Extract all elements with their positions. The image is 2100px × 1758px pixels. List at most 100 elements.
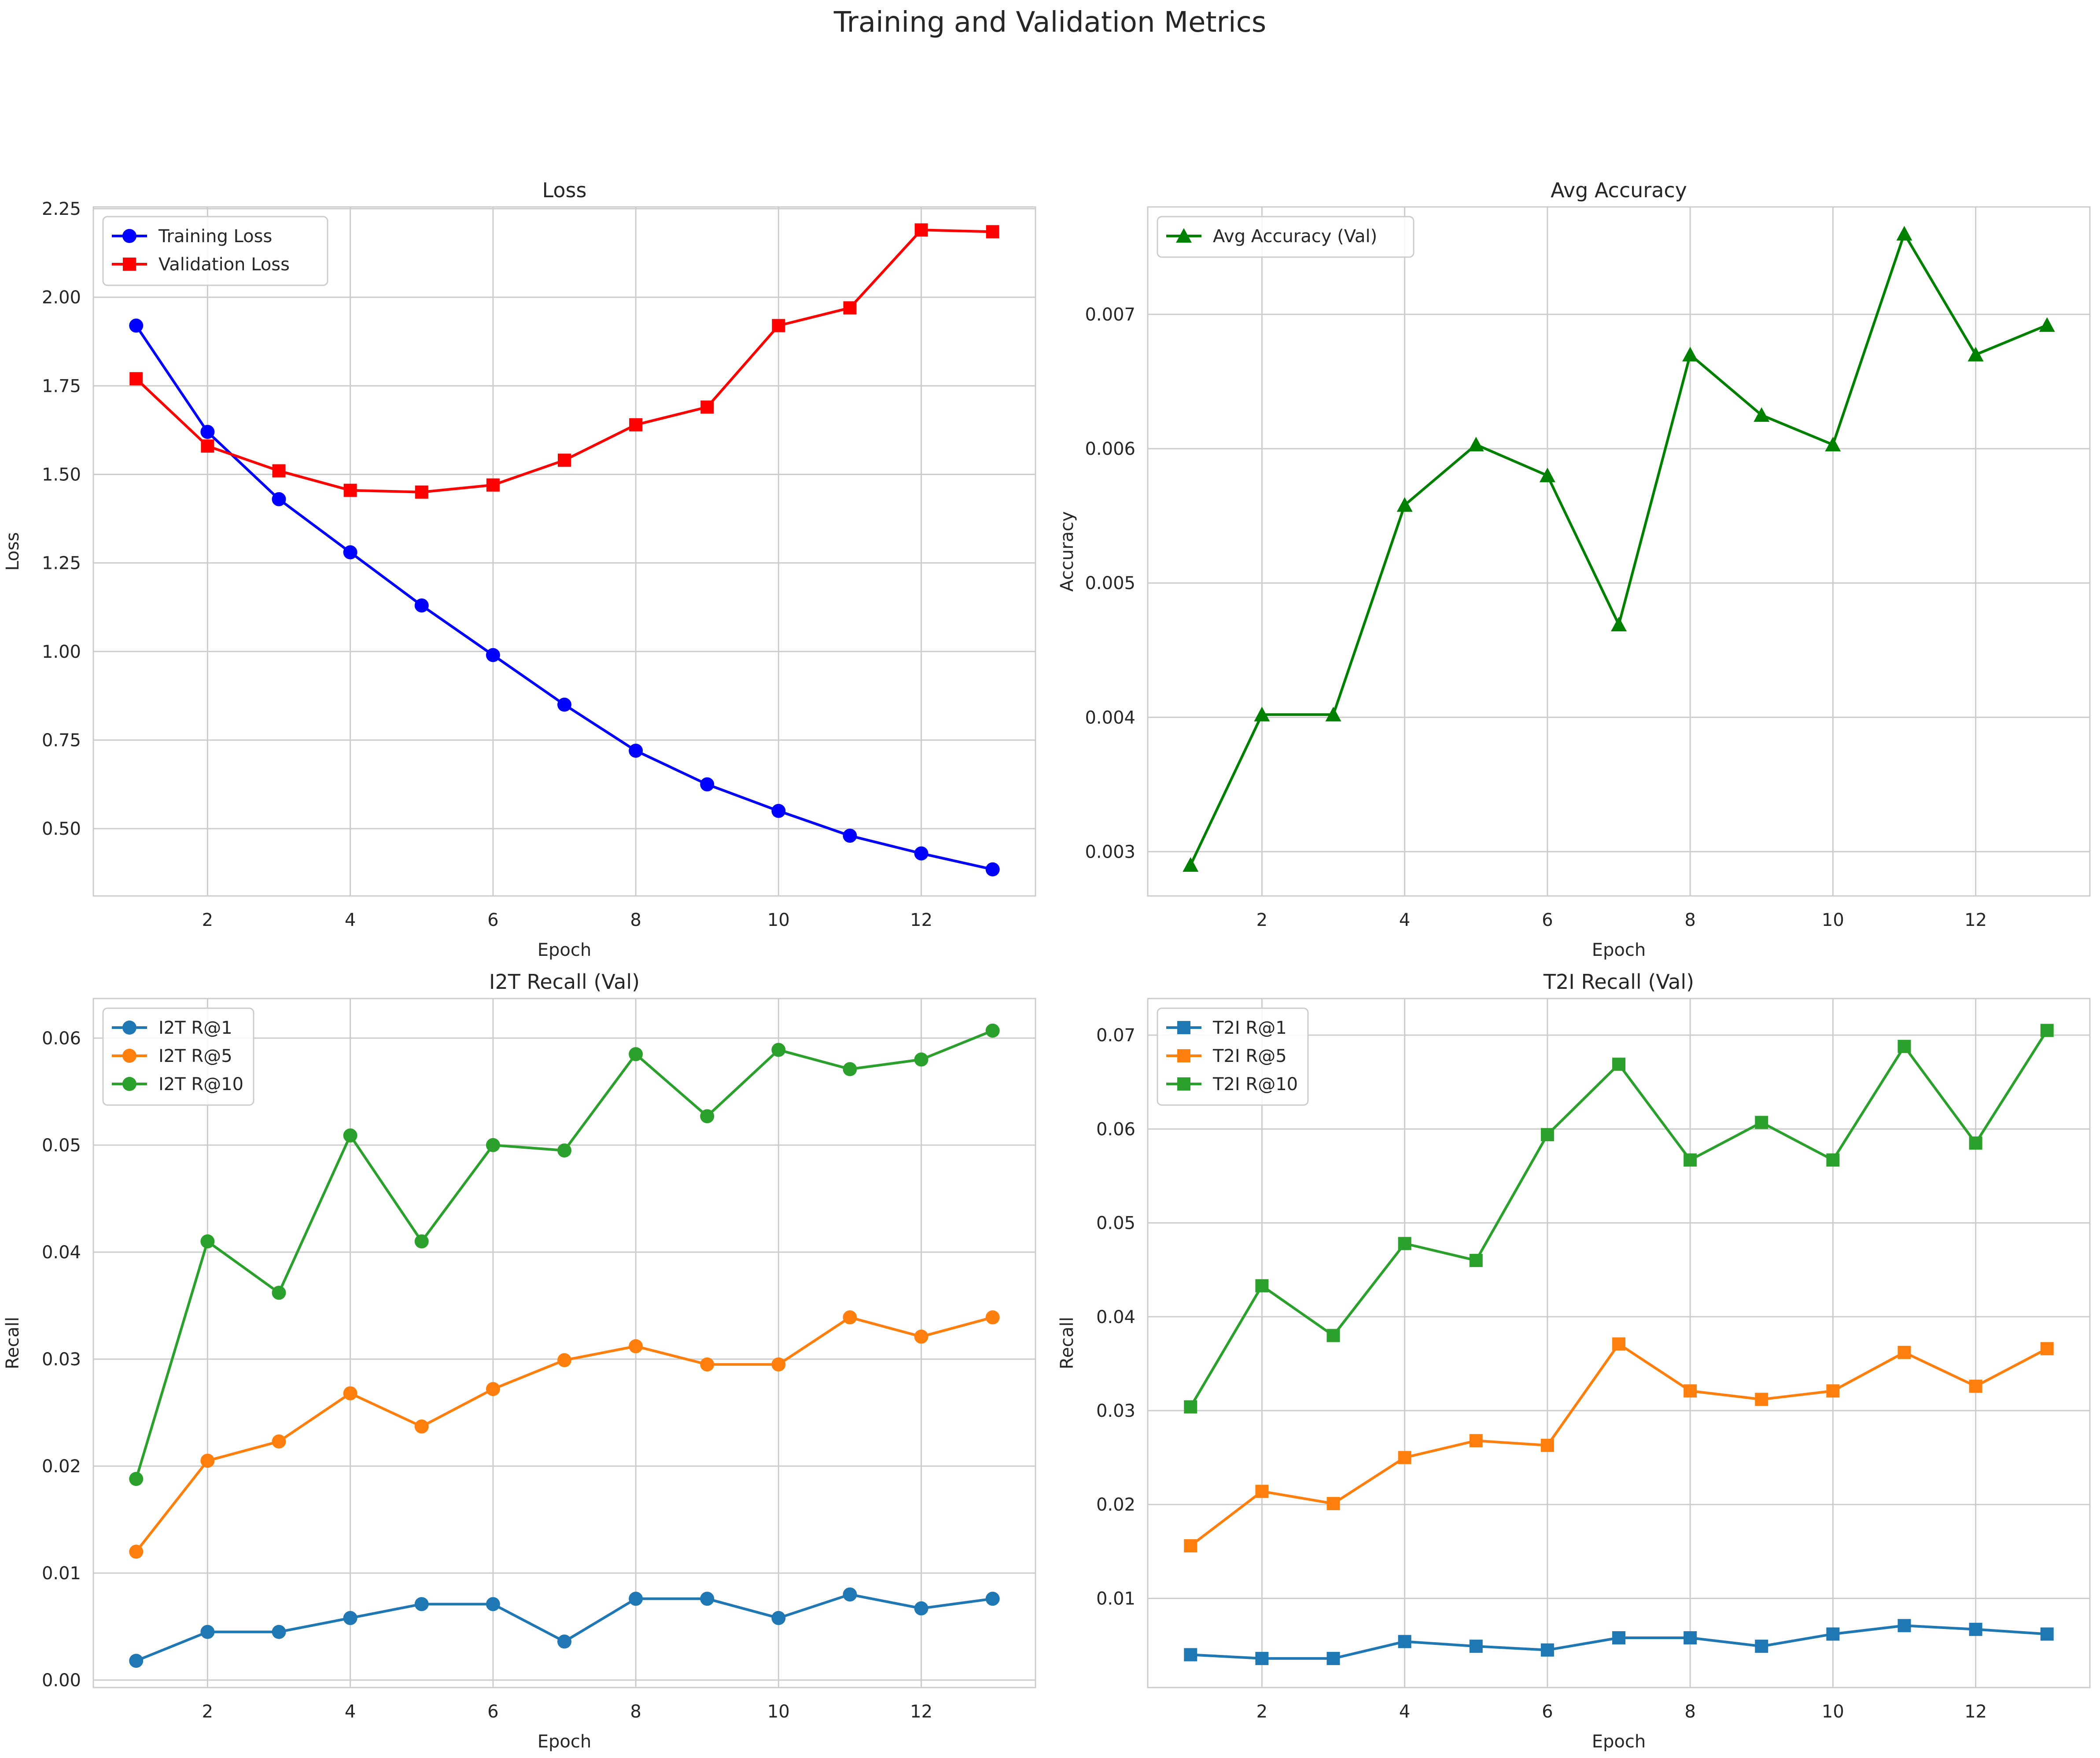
- legend-box: [102, 216, 328, 286]
- data-point: [985, 862, 1000, 877]
- data-point: [1612, 1058, 1625, 1071]
- data-point: [200, 1453, 215, 1468]
- data-point: [700, 400, 714, 414]
- data-point: [843, 829, 857, 843]
- plot-frame: [1147, 206, 2091, 897]
- data-point: [629, 1592, 643, 1606]
- data-point: [1396, 497, 1413, 512]
- data-point: [414, 1419, 429, 1434]
- data-point: [985, 1310, 1000, 1325]
- data-point: [771, 1357, 786, 1372]
- x-tick-label: 10: [1822, 1702, 1844, 1722]
- y-tick-label: 0.003: [1085, 842, 1135, 862]
- figure-title: Training and Validation Metrics: [833, 6, 1267, 39]
- data-point: [1469, 1253, 1483, 1267]
- data-point: [1967, 346, 1984, 361]
- legend-marker: [122, 1021, 136, 1035]
- data-point: [700, 1592, 715, 1606]
- x-axis-label: Epoch: [538, 940, 591, 960]
- x-tick-label: 12: [1964, 1702, 1987, 1722]
- y-tick-label: 0.006: [1085, 439, 1135, 459]
- x-axis-label: Epoch: [1592, 1732, 1646, 1752]
- data-point: [914, 846, 928, 861]
- legend-label: Validation Loss: [158, 254, 290, 275]
- x-tick-label: 12: [1964, 910, 1987, 930]
- x-tick-label: 6: [487, 910, 498, 930]
- y-tick-label: 0.00: [42, 1670, 81, 1691]
- data-point: [486, 478, 500, 492]
- data-point: [1469, 1640, 1483, 1653]
- data-point: [558, 453, 571, 467]
- legend-box: [1157, 216, 1415, 258]
- x-tick-label: 6: [1542, 910, 1553, 930]
- x-tick-label: 2: [202, 910, 213, 930]
- data-point: [1540, 1643, 1554, 1657]
- chart-title: Loss: [542, 178, 587, 202]
- data-point: [1969, 1136, 1982, 1150]
- data-point: [771, 1043, 786, 1057]
- data-point: [1826, 1627, 1840, 1641]
- data-point: [1255, 1651, 1269, 1665]
- chart-title: T2I Recall (Val): [1543, 970, 1694, 994]
- data-point: [486, 1138, 500, 1152]
- legend-marker: [1176, 228, 1192, 243]
- series-line-2: [135, 1316, 993, 1553]
- x-tick-label: 10: [1822, 910, 1844, 930]
- data-point: [771, 1611, 786, 1625]
- chart-title: Avg Accuracy: [1551, 178, 1687, 202]
- x-tick-label: 2: [1256, 910, 1267, 930]
- data-point: [1184, 1648, 1197, 1662]
- y-tick-label: 0.004: [1085, 708, 1135, 728]
- x-tick-label: 2: [1256, 1702, 1267, 1722]
- legend-marker: [1177, 1077, 1190, 1091]
- plot-frame: [1147, 998, 2091, 1688]
- legend-label: I2T R@5: [158, 1046, 232, 1066]
- legend-box: [1157, 1007, 1309, 1106]
- data-point: [129, 1472, 144, 1486]
- data-point: [1255, 1279, 1269, 1293]
- legend-label: T2I R@1: [1212, 1018, 1287, 1038]
- data-point: [1755, 1116, 1768, 1129]
- data-point: [1255, 1485, 1269, 1498]
- y-tick-label: 0.75: [42, 730, 81, 751]
- chart-panel-2: 2 4 6 8 10 12 0.003 0.004 0.005 0.006 0.007 Avg Acc…: [1057, 178, 2091, 960]
- data-point: [1896, 226, 1912, 241]
- data-point: [1897, 1345, 1911, 1359]
- data-point: [486, 648, 500, 662]
- x-tick-label: 8: [630, 1702, 641, 1722]
- legend-box: [102, 1007, 254, 1106]
- legend-label: Training Loss: [158, 226, 272, 247]
- y-tick-label: 1.25: [42, 553, 81, 574]
- data-point: [414, 1234, 429, 1249]
- legend-marker: [122, 229, 136, 243]
- x-tick-label: 2: [202, 1702, 213, 1722]
- y-tick-label: 0.06: [1096, 1119, 1135, 1139]
- data-point: [414, 1597, 429, 1611]
- data-point: [1326, 1651, 1340, 1665]
- x-tick-label: 6: [487, 1702, 498, 1722]
- y-tick-label: 0.07: [1096, 1025, 1135, 1046]
- data-point: [985, 1023, 1000, 1038]
- legend-marker: [122, 1077, 136, 1091]
- data-point: [1184, 1539, 1197, 1553]
- data-point: [129, 372, 143, 386]
- data-point: [629, 744, 643, 758]
- y-tick-label: 1.75: [42, 376, 81, 396]
- x-tick-label: 4: [1399, 910, 1410, 930]
- data-point: [914, 1329, 928, 1344]
- data-point: [1684, 1384, 1697, 1398]
- data-point: [343, 1386, 357, 1401]
- data-point: [272, 1625, 286, 1639]
- legend-label: I2T R@10: [158, 1074, 243, 1095]
- y-tick-label: 0.04: [42, 1242, 81, 1263]
- data-point: [1682, 346, 1698, 361]
- data-point: [1684, 1631, 1697, 1644]
- data-point: [843, 301, 857, 315]
- data-point: [1540, 1438, 1554, 1452]
- data-point: [700, 1109, 715, 1124]
- data-point: [486, 1382, 500, 1396]
- data-point: [1897, 1619, 1911, 1633]
- data-point: [1826, 1384, 1840, 1398]
